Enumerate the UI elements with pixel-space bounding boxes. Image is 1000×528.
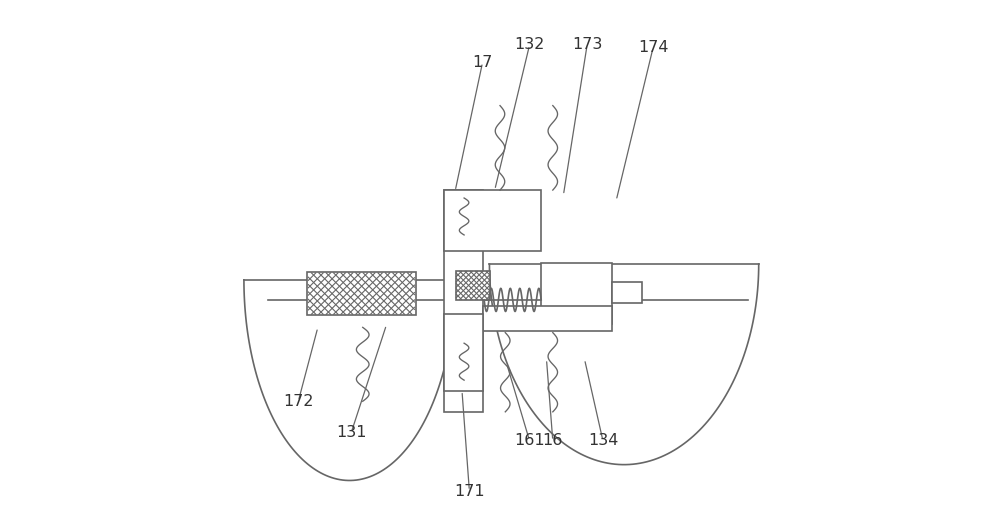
- Bar: [612, 282, 642, 303]
- Text: 17: 17: [472, 55, 493, 70]
- Bar: [444, 190, 541, 251]
- Bar: [483, 306, 612, 331]
- Bar: [456, 271, 490, 300]
- Bar: [541, 263, 612, 324]
- Text: 134: 134: [588, 433, 618, 448]
- Text: 132: 132: [514, 37, 545, 52]
- Text: 172: 172: [283, 394, 314, 409]
- Text: 16: 16: [543, 433, 563, 448]
- Text: 131: 131: [336, 426, 366, 440]
- Bar: [307, 272, 416, 315]
- Text: 174: 174: [638, 40, 668, 55]
- Text: 161: 161: [514, 433, 545, 448]
- Bar: [444, 314, 483, 391]
- Text: 171: 171: [454, 484, 485, 498]
- Text: 173: 173: [572, 37, 602, 52]
- Bar: [444, 190, 483, 412]
